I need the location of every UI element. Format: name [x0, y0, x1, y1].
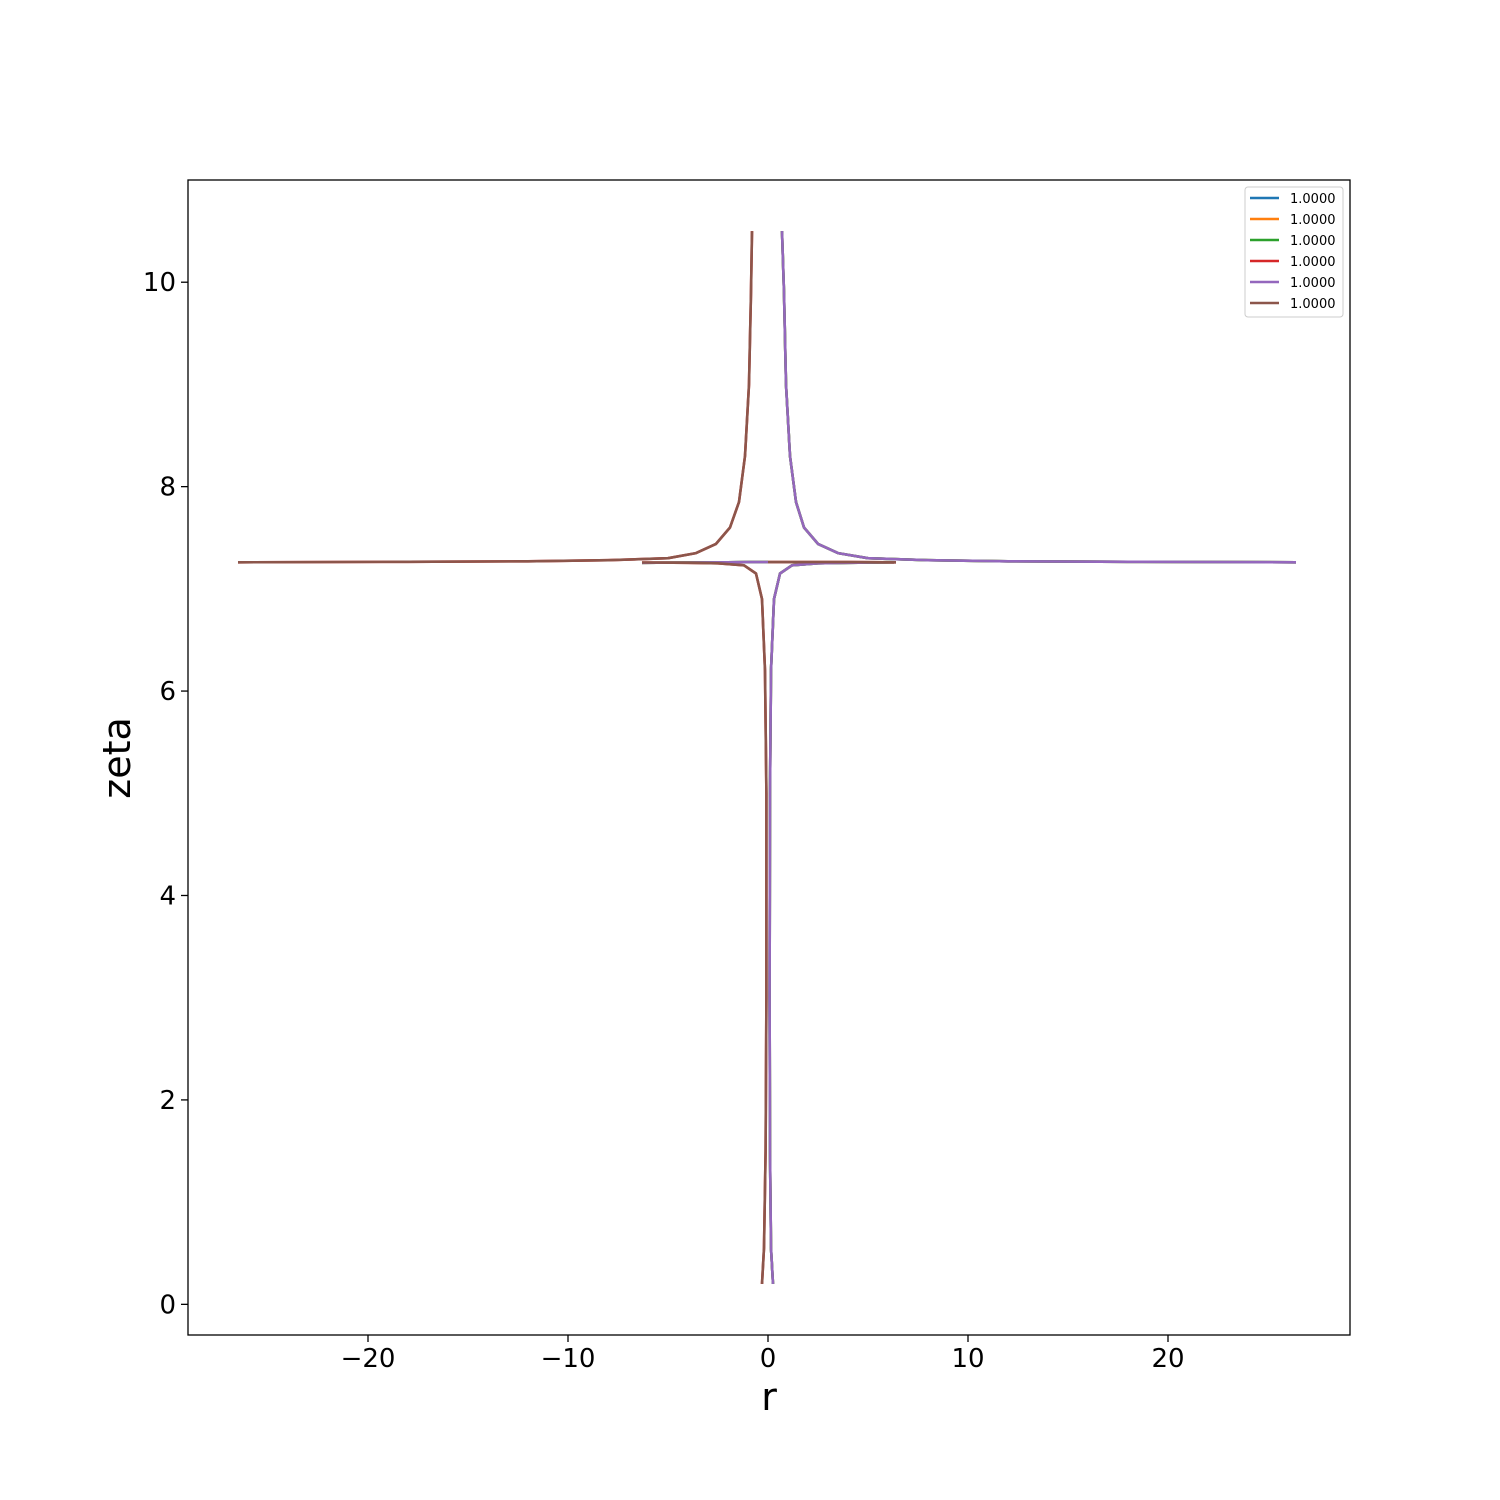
y-tick-label: 2 [159, 1086, 176, 1116]
x-tick-label: 0 [760, 1344, 777, 1374]
y-axis: 0 2 4 6 8 10 [143, 268, 188, 1320]
legend-label: 1.0000 [1290, 213, 1336, 228]
legend-label: 1.0000 [1290, 297, 1336, 312]
x-tick-label: 10 [951, 1344, 984, 1374]
series-5-upper-segment [780, 231, 1297, 564]
x-axis: −20 −10 0 10 20 [341, 1335, 1185, 1374]
y-tick-label: 4 [159, 881, 176, 911]
legend-entry: 1.0000 [1250, 255, 1336, 270]
series-6-upper-segment [237, 231, 754, 564]
legend-entry: 1.0000 [1250, 234, 1336, 249]
legend: 1.0000 1.0000 1.0000 1.0000 1.0000 1.0000 [1244, 186, 1344, 318]
x-axis-label: r [761, 1375, 777, 1419]
axes-frame [187, 179, 1351, 1336]
legend-entry: 1.0000 [1250, 192, 1336, 207]
y-tick-label: 8 [159, 473, 176, 503]
y-tick-label: 10 [143, 268, 176, 298]
x-tick-label: −20 [341, 1344, 396, 1374]
x-tick-label: −10 [541, 1344, 596, 1374]
legend-entry: 1.0000 [1250, 276, 1336, 291]
y-axis-label: zeta [95, 717, 139, 799]
legend-label: 1.0000 [1290, 234, 1336, 249]
legend-label: 1.0000 [1290, 192, 1336, 207]
y-tick-label: 0 [159, 1290, 176, 1320]
legend-entry: 1.0000 [1250, 297, 1336, 312]
series-6 [237, 231, 897, 1284]
legend-label: 1.0000 [1290, 255, 1336, 270]
series-layer [237, 231, 1297, 1284]
legend-label: 1.0000 [1290, 276, 1336, 291]
x-tick-label: 20 [1151, 1344, 1184, 1374]
series-6-lower-segment [641, 561, 768, 1284]
legend-entry: 1.0000 [1250, 213, 1336, 228]
y-tick-label: 6 [159, 677, 176, 707]
